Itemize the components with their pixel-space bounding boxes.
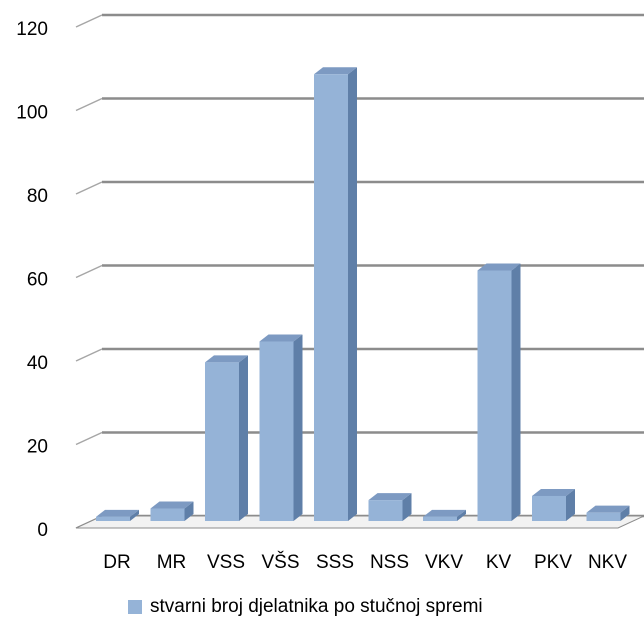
- bar: [423, 509, 466, 521]
- bar-front: [205, 362, 239, 521]
- y-tick-label: 100: [16, 103, 48, 124]
- y-tick-label: 120: [16, 19, 48, 40]
- bar-top: [423, 509, 466, 517]
- gridline-side: [75, 181, 103, 195]
- gridline-side: [75, 264, 103, 279]
- gridline-side: [75, 431, 103, 446]
- bar: [259, 334, 303, 521]
- bar-side: [566, 488, 575, 521]
- y-tick-label: 20: [27, 437, 48, 458]
- bar-top: [532, 488, 575, 496]
- x-axis-ticks: DR MR VSS VŠS SSS NSS VKV KV PKV NKV: [103, 551, 627, 573]
- bar-side: [184, 501, 194, 521]
- bar: [205, 355, 248, 521]
- bar-chart: 0 20 40 60 80 100 120 DR MR VSS VŠS SSS NSS VKV KV PKV…: [16, 13, 644, 573]
- bar: [532, 488, 575, 521]
- bar-front: [150, 508, 185, 521]
- bar-top: [96, 509, 139, 517]
- legend-swatch: [128, 600, 142, 614]
- y-axis-ticks: 0 20 40 60 80 100 120: [16, 19, 48, 541]
- y-tick-label: 0: [37, 520, 48, 541]
- bar: [314, 67, 357, 522]
- bar-top: [150, 501, 194, 509]
- bar-front: [314, 74, 348, 522]
- bar-side: [457, 509, 466, 521]
- bar: [477, 263, 521, 521]
- bar-side: [130, 509, 139, 521]
- bar: [586, 505, 630, 521]
- gridline-side: [75, 14, 103, 28]
- bar-side: [620, 505, 630, 521]
- bar-front: [259, 341, 294, 521]
- gridlines: [75, 13, 644, 529]
- x-tick-label: VŠS: [261, 551, 299, 573]
- gridline-side: [75, 348, 103, 362]
- bar-front: [586, 512, 621, 521]
- bar-top: [259, 334, 303, 342]
- x-tick-label: NSS: [370, 552, 409, 573]
- bar: [150, 501, 194, 521]
- bar-top: [477, 263, 521, 271]
- bar-side: [402, 493, 412, 521]
- x-tick-label: NKV: [588, 552, 627, 573]
- bar-top: [205, 355, 248, 363]
- x-tick-label: MR: [157, 552, 187, 573]
- bar-side: [239, 355, 248, 521]
- bar-side: [293, 334, 303, 521]
- bar-top: [586, 505, 630, 513]
- bar-top: [368, 493, 412, 501]
- y-tick-label: 60: [27, 270, 48, 291]
- bars: [96, 67, 630, 522]
- legend: stvarni broj djelatnika po stučnoj sprem…: [128, 592, 483, 622]
- bar-front: [368, 500, 403, 521]
- x-tick-label: VSS: [207, 552, 245, 573]
- bar-front: [96, 516, 130, 521]
- bar: [368, 493, 412, 521]
- gridline-side: [75, 97, 103, 112]
- x-tick-label: KV: [486, 552, 512, 573]
- legend-label: stvarni broj djelatnika po stučnoj sprem…: [150, 596, 483, 617]
- bar-top: [314, 67, 357, 75]
- x-tick-label: PKV: [534, 552, 572, 573]
- bar-front: [423, 516, 457, 521]
- bar-front: [477, 270, 512, 521]
- bar-side: [511, 263, 521, 521]
- x-tick-label: VKV: [425, 552, 463, 573]
- y-tick-label: 40: [27, 353, 48, 374]
- bar: [96, 509, 139, 521]
- x-tick-label: DR: [103, 552, 130, 573]
- bar-front: [532, 495, 566, 521]
- bar-side: [348, 67, 357, 522]
- y-tick-label: 80: [27, 186, 48, 207]
- x-tick-label: SSS: [316, 552, 354, 573]
